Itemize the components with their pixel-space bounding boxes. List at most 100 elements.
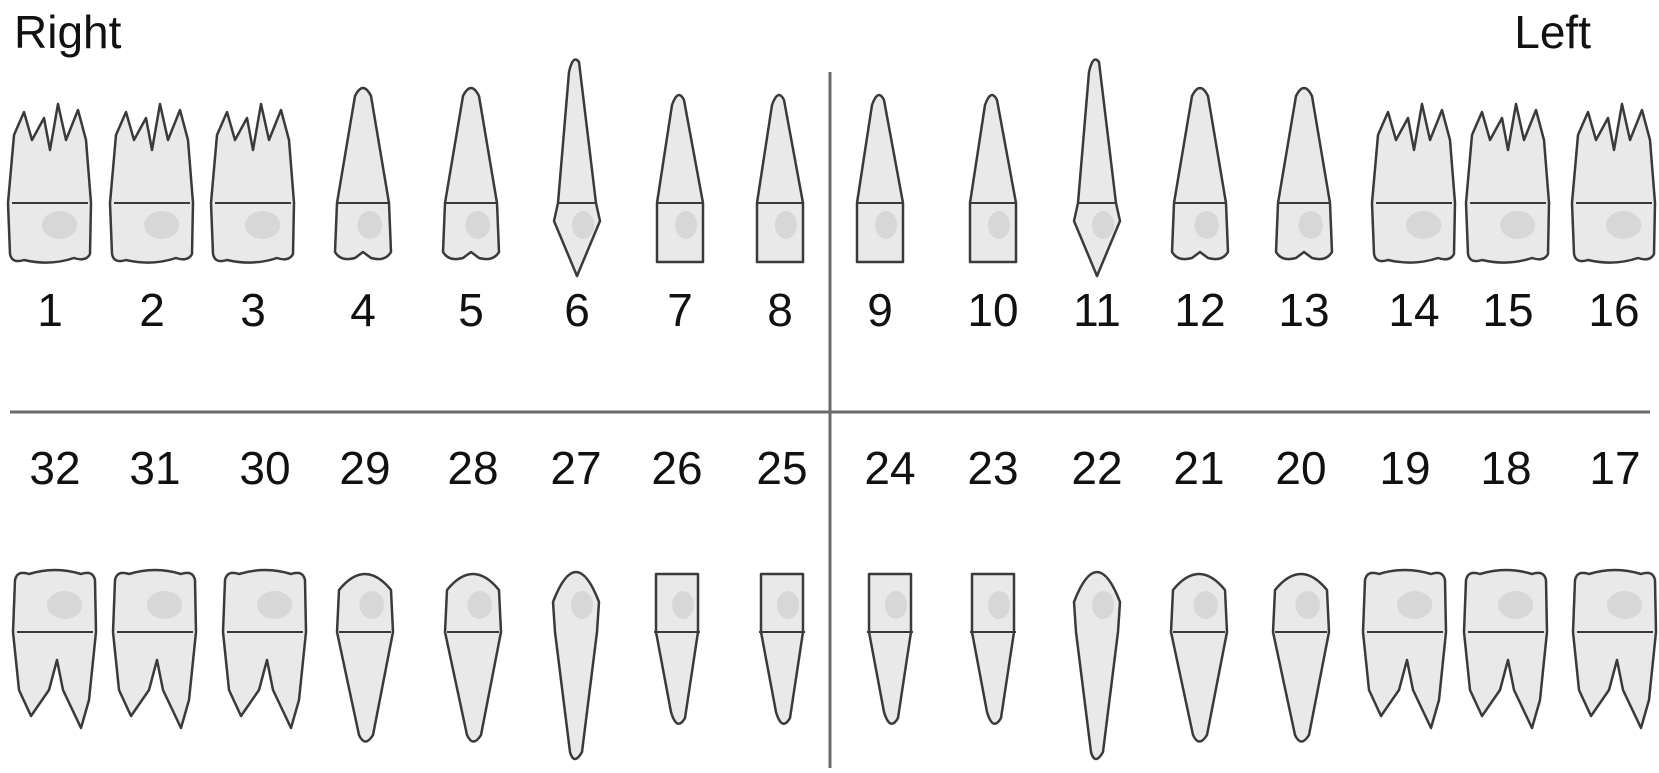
tooth-number-12: 12 xyxy=(1174,284,1225,336)
tooth-4: 4 xyxy=(333,86,393,336)
tooth-3-outline xyxy=(209,102,296,264)
tooth-19: 19 xyxy=(1361,442,1448,730)
tooth-32: 32 xyxy=(11,442,98,730)
tooth-9: 9 xyxy=(855,93,905,336)
tooth-7-shade xyxy=(675,211,697,239)
tooth-1-outline xyxy=(6,102,93,264)
tooth-6-outline xyxy=(552,58,602,278)
tooth-14-shade xyxy=(1406,211,1442,239)
tooth-number-30: 30 xyxy=(239,442,290,494)
tooth-2-outline xyxy=(108,102,195,264)
tooth-31-shade xyxy=(147,591,183,619)
tooth-number-24: 24 xyxy=(864,442,915,494)
tooth-10: 10 xyxy=(967,93,1019,336)
tooth-number-26: 26 xyxy=(651,442,702,494)
tooth-number-5: 5 xyxy=(458,284,484,336)
tooth-14-outline xyxy=(1370,102,1457,264)
tooth-30: 30 xyxy=(221,442,308,730)
tooth-3-shade xyxy=(245,211,281,239)
tooth-8-shade xyxy=(775,211,797,239)
tooth-29-shade xyxy=(359,591,385,619)
tooth-number-16: 16 xyxy=(1588,284,1639,336)
tooth-15: 15 xyxy=(1464,102,1551,336)
tooth-16-shade xyxy=(1606,211,1642,239)
tooth-number-2: 2 xyxy=(139,284,165,336)
tooth-28-shade xyxy=(467,591,493,619)
tooth-number-9: 9 xyxy=(867,284,893,336)
tooth-31: 31 xyxy=(111,442,198,730)
tooth-20-shade xyxy=(1295,591,1321,619)
tooth-22-shade xyxy=(1092,591,1114,619)
tooth-number-4: 4 xyxy=(350,284,376,336)
tooth-13-shade xyxy=(1298,211,1324,239)
tooth-number-13: 13 xyxy=(1278,284,1329,336)
tooth-7-outline xyxy=(655,93,705,264)
tooth-18: 18 xyxy=(1462,442,1549,730)
tooth-number-17: 17 xyxy=(1589,442,1640,494)
tooth-30-shade xyxy=(257,591,293,619)
tooth-11: 11 xyxy=(1072,58,1122,336)
tooth-9-outline xyxy=(855,93,905,264)
tooth-1: 1 xyxy=(6,102,93,336)
tooth-number-27: 27 xyxy=(550,442,601,494)
tooth-21-shade xyxy=(1193,591,1219,619)
upper-arch: 1 2 3 4 5 6 7 8 9 10 11 12 13 14 15 16 xyxy=(6,58,1657,336)
tooth-number-6: 6 xyxy=(564,284,590,336)
tooth-27: 27 xyxy=(550,442,602,761)
tooth-number-31: 31 xyxy=(129,442,180,494)
tooth-12: 12 xyxy=(1170,86,1230,336)
right-side-label: Right xyxy=(14,6,122,58)
tooth-2: 2 xyxy=(108,102,195,336)
tooth-6: 6 xyxy=(552,58,602,336)
tooth-15-outline xyxy=(1464,102,1551,264)
tooth-12-shade xyxy=(1194,211,1220,239)
tooth-4-shade xyxy=(357,211,383,239)
tooth-number-15: 15 xyxy=(1482,284,1533,336)
tooth-number-18: 18 xyxy=(1480,442,1531,494)
tooth-25-shade xyxy=(777,591,799,619)
tooth-number-8: 8 xyxy=(767,284,793,336)
tooth-number-14: 14 xyxy=(1388,284,1439,336)
tooth-number-28: 28 xyxy=(447,442,498,494)
tooth-5-shade xyxy=(465,211,491,239)
tooth-8-outline xyxy=(755,93,805,264)
tooth-26: 26 xyxy=(651,442,703,725)
tooth-14: 14 xyxy=(1370,102,1457,336)
tooth-17: 17 xyxy=(1571,442,1658,730)
tooth-24-shade xyxy=(885,591,907,619)
tooth-22: 22 xyxy=(1071,442,1123,761)
tooth-number-21: 21 xyxy=(1173,442,1224,494)
tooth-6-shade xyxy=(572,211,594,239)
tooth-23: 23 xyxy=(967,442,1019,725)
tooth-19-shade xyxy=(1397,591,1433,619)
tooth-number-29: 29 xyxy=(339,442,390,494)
left-side-label: Left xyxy=(1514,6,1591,58)
tooth-22-outline xyxy=(1072,570,1122,761)
tooth-1-shade xyxy=(42,211,78,239)
tooth-number-19: 19 xyxy=(1379,442,1430,494)
tooth-20: 20 xyxy=(1271,442,1331,743)
tooth-number-3: 3 xyxy=(240,284,266,336)
tooth-9-shade xyxy=(875,211,897,239)
tooth-10-shade xyxy=(988,211,1010,239)
tooth-17-shade xyxy=(1607,591,1643,619)
lower-arch: 32 31 30 29 28 27 26 25 24 23 22 21 20 19 18 17 xyxy=(11,442,1658,761)
tooth-number-10: 10 xyxy=(967,284,1018,336)
tooth-7: 7 xyxy=(655,93,705,336)
tooth-number-11: 11 xyxy=(1073,284,1121,336)
tooth-27-shade xyxy=(571,591,593,619)
tooth-number-32: 32 xyxy=(29,442,80,494)
tooth-18-shade xyxy=(1498,591,1534,619)
tooth-15-shade xyxy=(1500,211,1536,239)
tooth-32-shade xyxy=(47,591,83,619)
tooth-2-shade xyxy=(144,211,180,239)
tooth-21: 21 xyxy=(1169,442,1229,743)
tooth-26-shade xyxy=(672,591,694,619)
tooth-25: 25 xyxy=(756,442,808,725)
tooth-13: 13 xyxy=(1274,86,1334,336)
tooth-3: 3 xyxy=(209,102,296,336)
tooth-28: 28 xyxy=(443,442,503,743)
tooth-11-shade xyxy=(1092,211,1114,239)
tooth-24: 24 xyxy=(864,442,916,725)
